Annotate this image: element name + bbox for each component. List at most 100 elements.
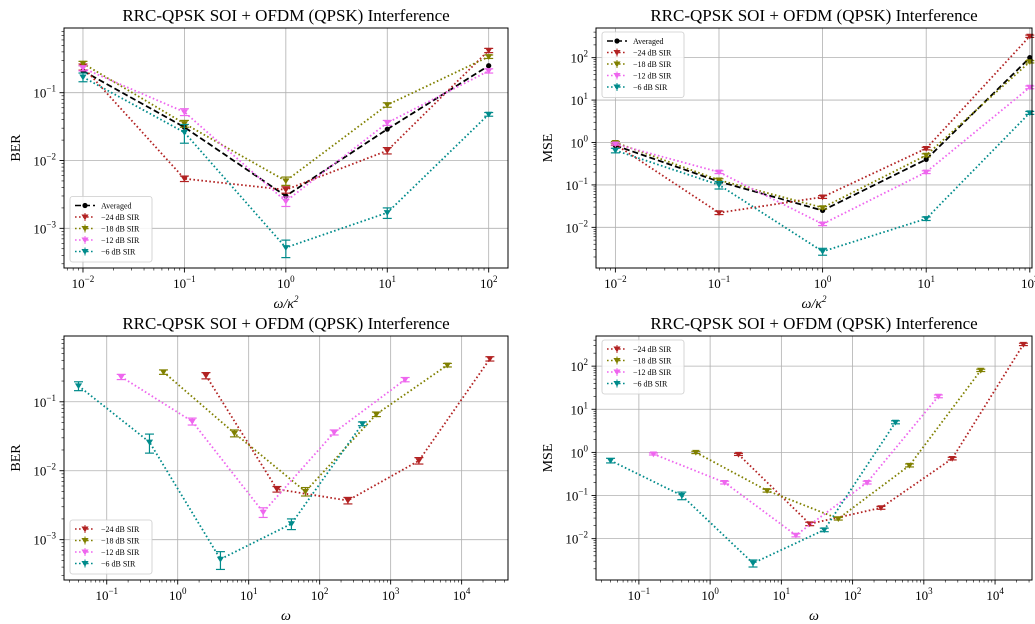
legend-marker bbox=[82, 202, 88, 209]
data-point bbox=[230, 430, 239, 437]
data-point bbox=[74, 383, 83, 390]
data-point bbox=[922, 216, 930, 222]
data-point bbox=[282, 198, 290, 205]
chart-panel-1: 10−2 10−1 100 101 102 10−3 10−2 10−1 RRC-QPSK SO… bbox=[9, 6, 509, 312]
y-tick-label: 101 bbox=[571, 400, 589, 417]
data-point bbox=[1019, 341, 1028, 348]
data-point bbox=[818, 248, 827, 255]
series-1 bbox=[201, 356, 495, 505]
x-tick-label: 101 bbox=[917, 274, 935, 291]
data-point bbox=[922, 152, 930, 159]
data-point bbox=[721, 480, 729, 486]
series-line bbox=[610, 421, 897, 565]
data-point bbox=[948, 456, 956, 462]
y-tick-label: 100 bbox=[571, 443, 589, 460]
data-point bbox=[977, 367, 985, 374]
data-point bbox=[117, 374, 125, 381]
data-point bbox=[818, 221, 827, 228]
legend: Averaged −24 dB SIR −18 dB SIR −12 dB SIR −6… bbox=[69, 196, 153, 263]
data-point bbox=[792, 532, 800, 539]
data-point bbox=[202, 373, 210, 379]
legend-box bbox=[601, 31, 685, 98]
series-3 bbox=[648, 393, 943, 539]
legend-label: −6 dB SIR bbox=[101, 248, 136, 257]
legend-label: −24 dB SIR bbox=[101, 213, 140, 222]
x-tick-label: 103 bbox=[915, 586, 933, 603]
data-point bbox=[180, 129, 189, 136]
x-tick-label: 100 bbox=[169, 586, 187, 603]
data-point bbox=[692, 449, 700, 456]
x-tick-label: 104 bbox=[453, 586, 471, 603]
data-point bbox=[818, 205, 827, 211]
chart-panel-4: 10−1 100 101 102 103 104 10−2 10−1 100 101 102 RRC-… bbox=[541, 314, 1033, 624]
legend-marker bbox=[613, 72, 621, 79]
legend-marker bbox=[613, 61, 621, 68]
data-point bbox=[922, 146, 930, 152]
legend: −24 dB SIR −18 dB SIR −12 dB SIR −6 dB SIR bbox=[601, 339, 685, 395]
plot-area-frame bbox=[63, 335, 509, 581]
x-tick-label: 103 bbox=[382, 586, 400, 603]
x-tick-label: 100 bbox=[701, 586, 719, 603]
data-point bbox=[415, 458, 423, 464]
y-tick-label: 10−2 bbox=[33, 152, 56, 169]
series-2 bbox=[691, 367, 986, 522]
x-tick-label: 102 bbox=[311, 586, 329, 603]
x-tick-label: 10−2 bbox=[604, 274, 627, 291]
data-point bbox=[923, 156, 929, 162]
legend-box bbox=[69, 519, 153, 575]
data-point bbox=[734, 451, 743, 458]
data-point bbox=[818, 194, 827, 201]
data-point bbox=[358, 421, 367, 428]
legend-box bbox=[69, 196, 153, 263]
data-point bbox=[145, 439, 154, 446]
series-3 bbox=[116, 373, 410, 519]
legend-label: −18 dB SIR bbox=[101, 537, 140, 546]
data-point bbox=[1027, 55, 1033, 61]
series-1 bbox=[733, 341, 1028, 528]
legend-marker bbox=[81, 526, 89, 533]
data-point bbox=[330, 429, 338, 436]
data-point bbox=[188, 418, 196, 425]
chart-panel-2: 10−2 10−1 100 101 102 10−2 10−1 100 101 102 RRC-QP… bbox=[541, 6, 1035, 312]
chart-title: RRC-QPSK SOI + OFDM (QPSK) Interference bbox=[650, 6, 977, 25]
y-tick-label: 10−3 bbox=[33, 219, 56, 236]
data-point bbox=[180, 109, 189, 116]
legend-marker bbox=[81, 225, 89, 232]
y-tick-label: 10−1 bbox=[33, 84, 56, 101]
chart-title: RRC-QPSK SOI + OFDM (QPSK) Interference bbox=[122, 314, 449, 333]
data-point bbox=[834, 516, 842, 522]
data-point bbox=[877, 505, 885, 512]
y-tick-label: 10−2 bbox=[565, 530, 588, 547]
data-point bbox=[401, 377, 409, 383]
data-point bbox=[715, 210, 723, 217]
data-point bbox=[344, 497, 352, 504]
series-line bbox=[120, 376, 406, 514]
y-axis-label: MSE bbox=[541, 444, 556, 473]
data-point bbox=[934, 393, 942, 400]
series-line bbox=[77, 385, 364, 561]
data-point bbox=[715, 169, 723, 176]
legend-label: −18 dB SIR bbox=[101, 225, 140, 234]
x-tick-label: 101 bbox=[240, 586, 257, 603]
y-tick-label: 10−1 bbox=[565, 487, 588, 504]
legend-label: −18 dB SIR bbox=[633, 357, 672, 366]
data-point bbox=[905, 462, 914, 469]
chart-title: RRC-QPSK SOI + OFDM (QPSK) Interference bbox=[122, 6, 449, 25]
x-axis-label: ω bbox=[809, 609, 819, 624]
legend: Averaged −24 dB SIR −18 dB SIR −12 dB SIR −6… bbox=[601, 31, 685, 98]
data-point bbox=[891, 419, 900, 426]
x-tick-label: 10−2 bbox=[72, 274, 95, 291]
legend-label: Averaged bbox=[633, 37, 664, 46]
legend-marker bbox=[81, 214, 89, 221]
series-4 bbox=[73, 381, 367, 571]
data-point bbox=[820, 527, 828, 534]
data-point bbox=[863, 480, 871, 486]
data-point bbox=[611, 141, 619, 148]
y-axis-label: BER bbox=[9, 444, 24, 472]
data-point bbox=[159, 369, 168, 376]
x-tick-label: 101 bbox=[379, 274, 397, 291]
legend-marker bbox=[613, 369, 621, 376]
data-point bbox=[611, 147, 619, 154]
legend-marker bbox=[613, 84, 621, 91]
